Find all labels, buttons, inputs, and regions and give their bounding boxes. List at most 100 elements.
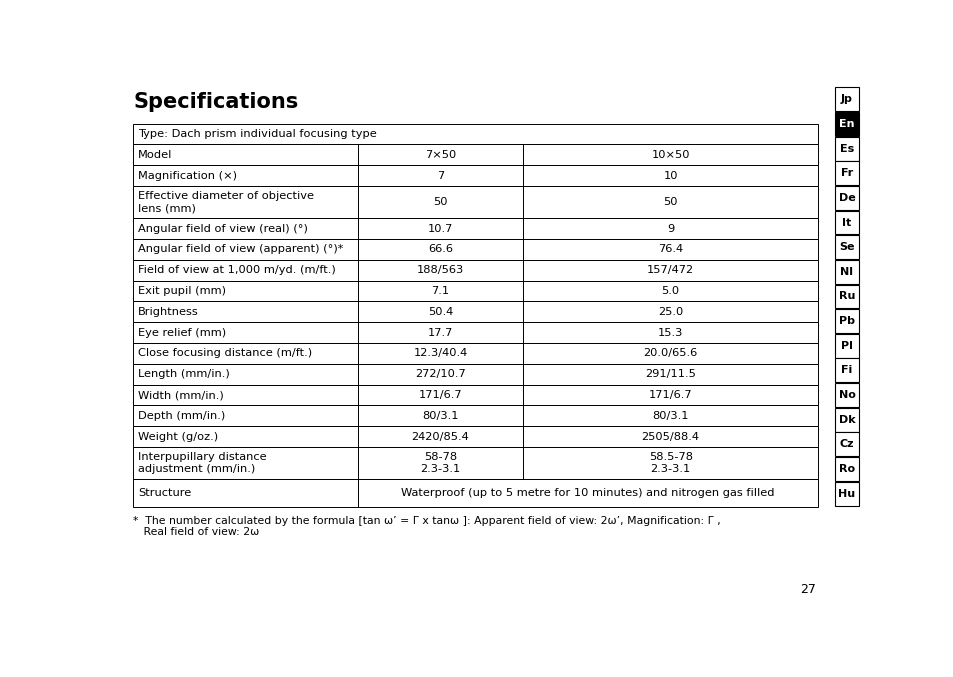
Bar — [522, 343, 818, 364]
Bar — [357, 218, 522, 239]
Text: Pl: Pl — [841, 341, 852, 351]
Bar — [835, 457, 858, 481]
Bar — [835, 260, 858, 284]
Text: 7: 7 — [436, 171, 444, 181]
Text: 58-78
2.3-3.1: 58-78 2.3-3.1 — [420, 452, 460, 475]
Bar — [835, 235, 858, 259]
Text: 66.6: 66.6 — [428, 244, 453, 255]
Text: En: En — [839, 119, 854, 129]
Text: 58.5-78
2.3-3.1: 58.5-78 2.3-3.1 — [648, 452, 692, 475]
Bar — [133, 260, 357, 281]
Text: 157/472: 157/472 — [646, 265, 694, 276]
Text: Structure: Structure — [137, 488, 191, 498]
Bar — [357, 447, 522, 479]
Text: *  The number calculated by the formula [tan ω’ = Γ x tanω ]: Apparent field of : * The number calculated by the formula [… — [133, 515, 720, 525]
Text: It: It — [841, 217, 851, 227]
Bar — [133, 322, 357, 343]
Bar — [133, 165, 357, 186]
Text: Jp: Jp — [841, 94, 852, 104]
Text: Magnification (×): Magnification (×) — [137, 171, 236, 181]
Bar — [522, 447, 818, 479]
Bar — [522, 218, 818, 239]
Text: 9: 9 — [666, 223, 674, 234]
Bar — [835, 358, 858, 383]
Text: Field of view at 1,000 m/yd. (m/ft.): Field of view at 1,000 m/yd. (m/ft.) — [137, 265, 335, 276]
Text: Waterproof (up to 5 metre for 10 minutes) and nitrogen gas filled: Waterproof (up to 5 metre for 10 minutes… — [401, 488, 774, 498]
Bar — [835, 284, 858, 309]
Bar — [835, 211, 858, 234]
Bar — [522, 301, 818, 322]
Text: Cz: Cz — [839, 439, 853, 450]
Text: Weight (g/oz.): Weight (g/oz.) — [137, 432, 217, 441]
Text: Exit pupil (mm): Exit pupil (mm) — [137, 286, 226, 296]
Bar — [357, 301, 522, 322]
Bar — [133, 447, 357, 479]
Bar — [133, 385, 357, 406]
Bar — [357, 165, 522, 186]
Text: Dk: Dk — [838, 414, 855, 424]
Bar — [357, 427, 522, 447]
Text: Fi: Fi — [841, 366, 852, 375]
Text: 50: 50 — [662, 197, 678, 207]
Bar — [133, 186, 357, 218]
Bar — [522, 239, 818, 260]
Text: 27: 27 — [799, 583, 815, 596]
Text: 7×50: 7×50 — [424, 150, 456, 160]
Text: Es: Es — [839, 144, 853, 154]
Bar — [835, 87, 858, 111]
Bar — [522, 364, 818, 385]
Bar — [357, 239, 522, 260]
Bar — [357, 364, 522, 385]
Bar — [357, 281, 522, 301]
Text: Width (mm/in.): Width (mm/in.) — [137, 390, 223, 400]
Text: Angular field of view (apparent) (°)*: Angular field of view (apparent) (°)* — [137, 244, 343, 255]
Bar — [522, 406, 818, 427]
Text: Nl: Nl — [840, 267, 853, 277]
Bar — [835, 383, 858, 407]
Bar — [522, 427, 818, 447]
Bar — [522, 144, 818, 165]
Text: 50.4: 50.4 — [427, 307, 453, 317]
Text: 15.3: 15.3 — [658, 328, 682, 338]
Bar — [357, 186, 522, 218]
Bar — [357, 406, 522, 427]
Bar — [133, 239, 357, 260]
Bar — [835, 137, 858, 160]
Bar — [133, 281, 357, 301]
Text: 76.4: 76.4 — [658, 244, 682, 255]
Bar — [522, 322, 818, 343]
Text: 272/10.7: 272/10.7 — [415, 369, 465, 379]
Bar — [522, 260, 818, 281]
Text: Angular field of view (real) (°): Angular field of view (real) (°) — [137, 223, 308, 234]
Bar — [133, 479, 357, 507]
Bar — [835, 309, 858, 333]
Bar — [835, 334, 858, 357]
Text: 7.1: 7.1 — [431, 286, 449, 296]
Text: Ro: Ro — [838, 464, 854, 474]
Bar — [133, 427, 357, 447]
Text: 20.0/65.6: 20.0/65.6 — [643, 349, 697, 358]
Bar — [357, 343, 522, 364]
Bar — [133, 406, 357, 427]
Bar — [522, 385, 818, 406]
Text: 12.3/40.4: 12.3/40.4 — [413, 349, 467, 358]
Text: Pb: Pb — [838, 316, 854, 326]
Bar — [522, 186, 818, 218]
Bar — [835, 433, 858, 456]
Text: 50: 50 — [433, 197, 447, 207]
Text: 17.7: 17.7 — [427, 328, 453, 338]
Text: 171/6.7: 171/6.7 — [418, 390, 462, 400]
Text: 188/563: 188/563 — [416, 265, 463, 276]
Bar — [522, 281, 818, 301]
Bar — [133, 343, 357, 364]
Bar — [133, 218, 357, 239]
Text: 80/3.1: 80/3.1 — [652, 411, 688, 421]
Text: Model: Model — [137, 150, 172, 160]
Text: Close focusing distance (m/ft.): Close focusing distance (m/ft.) — [137, 349, 312, 358]
Bar — [357, 260, 522, 281]
Text: Real field of view: 2ω: Real field of view: 2ω — [133, 527, 259, 537]
Bar — [835, 161, 858, 185]
Text: Fr: Fr — [840, 169, 852, 178]
Bar — [357, 144, 522, 165]
Text: Ru: Ru — [838, 292, 854, 301]
